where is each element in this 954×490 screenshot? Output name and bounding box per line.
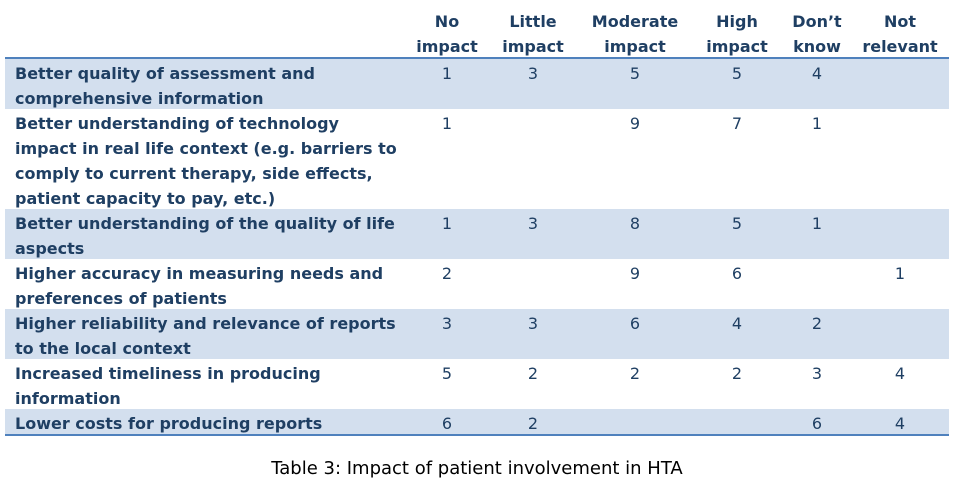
cell-high-impact: 5 <box>731 64 743 83</box>
table-row: Better quality of assessment and compreh… <box>5 59 949 109</box>
cell-dont-know: 4 <box>811 64 823 83</box>
cell-little-impact: 2 <box>527 364 539 383</box>
row-label: Higher accuracy in measuring needs and p… <box>15 264 384 308</box>
row-label: Better quality of assessment and compreh… <box>15 64 315 108</box>
cell-dont-know: 1 <box>811 114 823 133</box>
cell-high-impact: 2 <box>731 364 743 383</box>
col-header-not-relevant: Not relevant <box>862 12 938 56</box>
table-row: Higher reliability and relevance of repo… <box>5 309 949 359</box>
row-label: Higher reliability and relevance of repo… <box>15 314 396 358</box>
table-row: Increased timeliness in producing inform… <box>5 359 949 409</box>
cell-dont-know: 6 <box>811 414 823 433</box>
cell-high-impact: 5 <box>731 214 743 233</box>
cell-little-impact: 2 <box>527 414 539 433</box>
table-row: Higher accuracy in measuring needs and p… <box>5 259 949 309</box>
cell-no-impact: 1 <box>441 214 453 233</box>
cell-moderate-impact: 9 <box>629 264 641 283</box>
row-label: Lower costs for producing reports <box>15 414 323 433</box>
cell-moderate-impact: 2 <box>629 364 641 383</box>
cell-little-impact: 3 <box>527 214 539 233</box>
cell-no-impact: 3 <box>441 314 453 333</box>
cell-no-impact: 6 <box>441 414 453 433</box>
cell-not-relevant: 1 <box>894 264 906 283</box>
cell-not-relevant: 4 <box>894 364 906 383</box>
cell-no-impact: 2 <box>441 264 453 283</box>
cell-high-impact: 7 <box>731 114 743 133</box>
impact-table: No impact Little impact Moderate impact Hig… <box>5 5 949 436</box>
cell-no-impact: 1 <box>441 64 453 83</box>
col-header-high-impact: High impact <box>706 12 768 56</box>
row-label: Better understanding of the quality of l… <box>15 214 395 258</box>
table-caption: Table 3: Impact of patient involvement i… <box>271 458 683 479</box>
col-header-no-impact: No impact <box>416 12 478 56</box>
cell-high-impact: 4 <box>731 314 743 333</box>
cell-dont-know: 2 <box>811 314 823 333</box>
cell-dont-know: 3 <box>811 364 823 383</box>
cell-not-relevant: 4 <box>894 414 906 433</box>
cell-moderate-impact: 6 <box>629 314 641 333</box>
row-label: Increased timeliness in producing inform… <box>15 364 321 408</box>
cell-moderate-impact: 8 <box>629 214 641 233</box>
table-row: Better understanding of technology impac… <box>5 109 949 209</box>
cell-little-impact: 3 <box>527 314 539 333</box>
cell-no-impact: 5 <box>441 364 453 383</box>
cell-little-impact: 3 <box>527 64 539 83</box>
col-header-little-impact: Little impact <box>502 12 564 56</box>
table-row: Better understanding of the quality of l… <box>5 209 949 259</box>
table-row: Lower costs for producing reports 6 2 6 … <box>5 409 949 436</box>
cell-dont-know: 1 <box>811 214 823 233</box>
cell-high-impact: 6 <box>731 264 743 283</box>
table-header: No impact Little impact Moderate impact Hig… <box>5 5 949 59</box>
col-header-dont-know: Don’t know <box>792 12 842 56</box>
cell-moderate-impact: 5 <box>629 64 641 83</box>
cell-no-impact: 1 <box>441 114 453 133</box>
col-header-moderate-impact: Moderate impact <box>591 12 679 56</box>
row-label: Better understanding of technology impac… <box>15 114 397 208</box>
cell-moderate-impact: 9 <box>629 114 641 133</box>
